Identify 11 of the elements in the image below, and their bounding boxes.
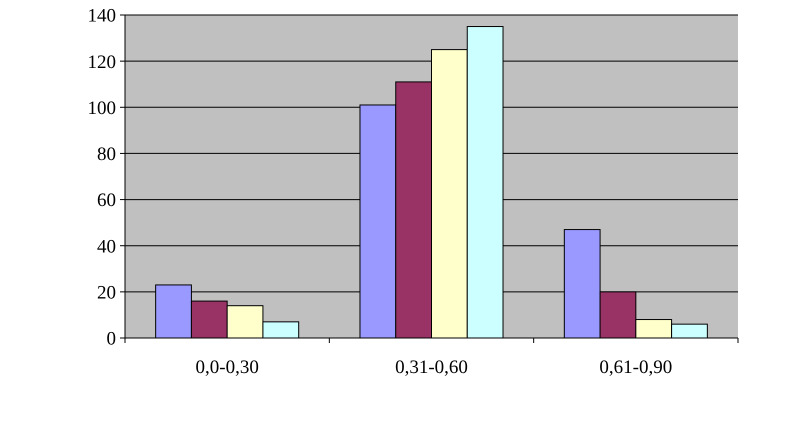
x-tick-label: 0,31-0,60 — [395, 357, 468, 378]
x-tick-label: 0,61-0,90 — [599, 357, 672, 378]
y-tick-label: 60 — [97, 190, 116, 212]
y-tick-label: 100 — [88, 98, 116, 119]
y-tick-label: 120 — [88, 52, 116, 73]
x-tick-label: 0,0-0,30 — [196, 357, 259, 378]
y-tick-label: 0 — [106, 328, 116, 350]
y-tick-label: 40 — [97, 236, 116, 258]
y-tick-label: 80 — [97, 144, 116, 166]
y-tick-label: 20 — [97, 282, 116, 304]
y-tick-label: 140 — [88, 6, 116, 27]
